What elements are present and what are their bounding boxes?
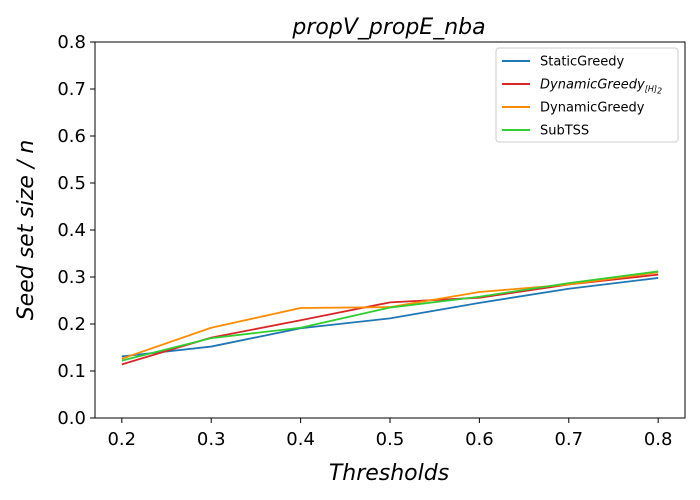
x-axis-ticks: 0.2 0.3 0.4 0.5 0.6 0.7 0.8 [107,418,673,450]
y-axis-ticks: 0.0 0.1 0.2 0.3 0.4 0.5 0.6 0.7 0.8 [57,32,95,429]
legend-items: StaticGreedy DynamicGreedy[H]2 DynamicGree… [502,55,662,139]
y-axis-label: Seed set size / n [14,140,39,321]
x-tick-label: 0.5 [376,429,405,450]
chart-title: propV_propE_nba [291,15,485,40]
y-tick-label: 0.4 [57,220,86,241]
x-tick-label: 0.8 [644,429,673,450]
y-tick-label: 0.0 [57,408,86,429]
plot-lines [121,270,659,366]
series-line-2 [121,271,659,360]
y-tick-label: 0.8 [57,32,86,53]
y-tick-label: 0.1 [57,361,86,382]
y-tick-label: 0.6 [57,126,86,147]
legend-label: SubTSS [540,124,589,139]
y-tick-label: 0.5 [57,173,86,194]
legend-label: DynamicGreedy[H]2 [540,78,662,96]
legend: StaticGreedy DynamicGreedy[H]2 DynamicGree… [495,47,679,143]
y-tick-label: 0.7 [57,79,86,100]
y-tick-label: 0.2 [57,314,86,335]
x-tick-label: 0.4 [286,429,315,450]
series-line-3 [121,270,659,362]
series-line-0 [121,277,659,358]
x-axis-label: Thresholds [329,461,449,486]
x-tick-label: 0.3 [197,429,226,450]
legend-label: DynamicGreedy [540,101,645,116]
legend-box [495,47,679,143]
x-tick-label: 0.7 [554,429,583,450]
x-tick-label: 0.6 [465,429,494,450]
x-tick-label: 0.2 [107,429,136,450]
y-tick-label: 0.3 [57,267,86,288]
legend-label: StaticGreedy [540,55,625,70]
